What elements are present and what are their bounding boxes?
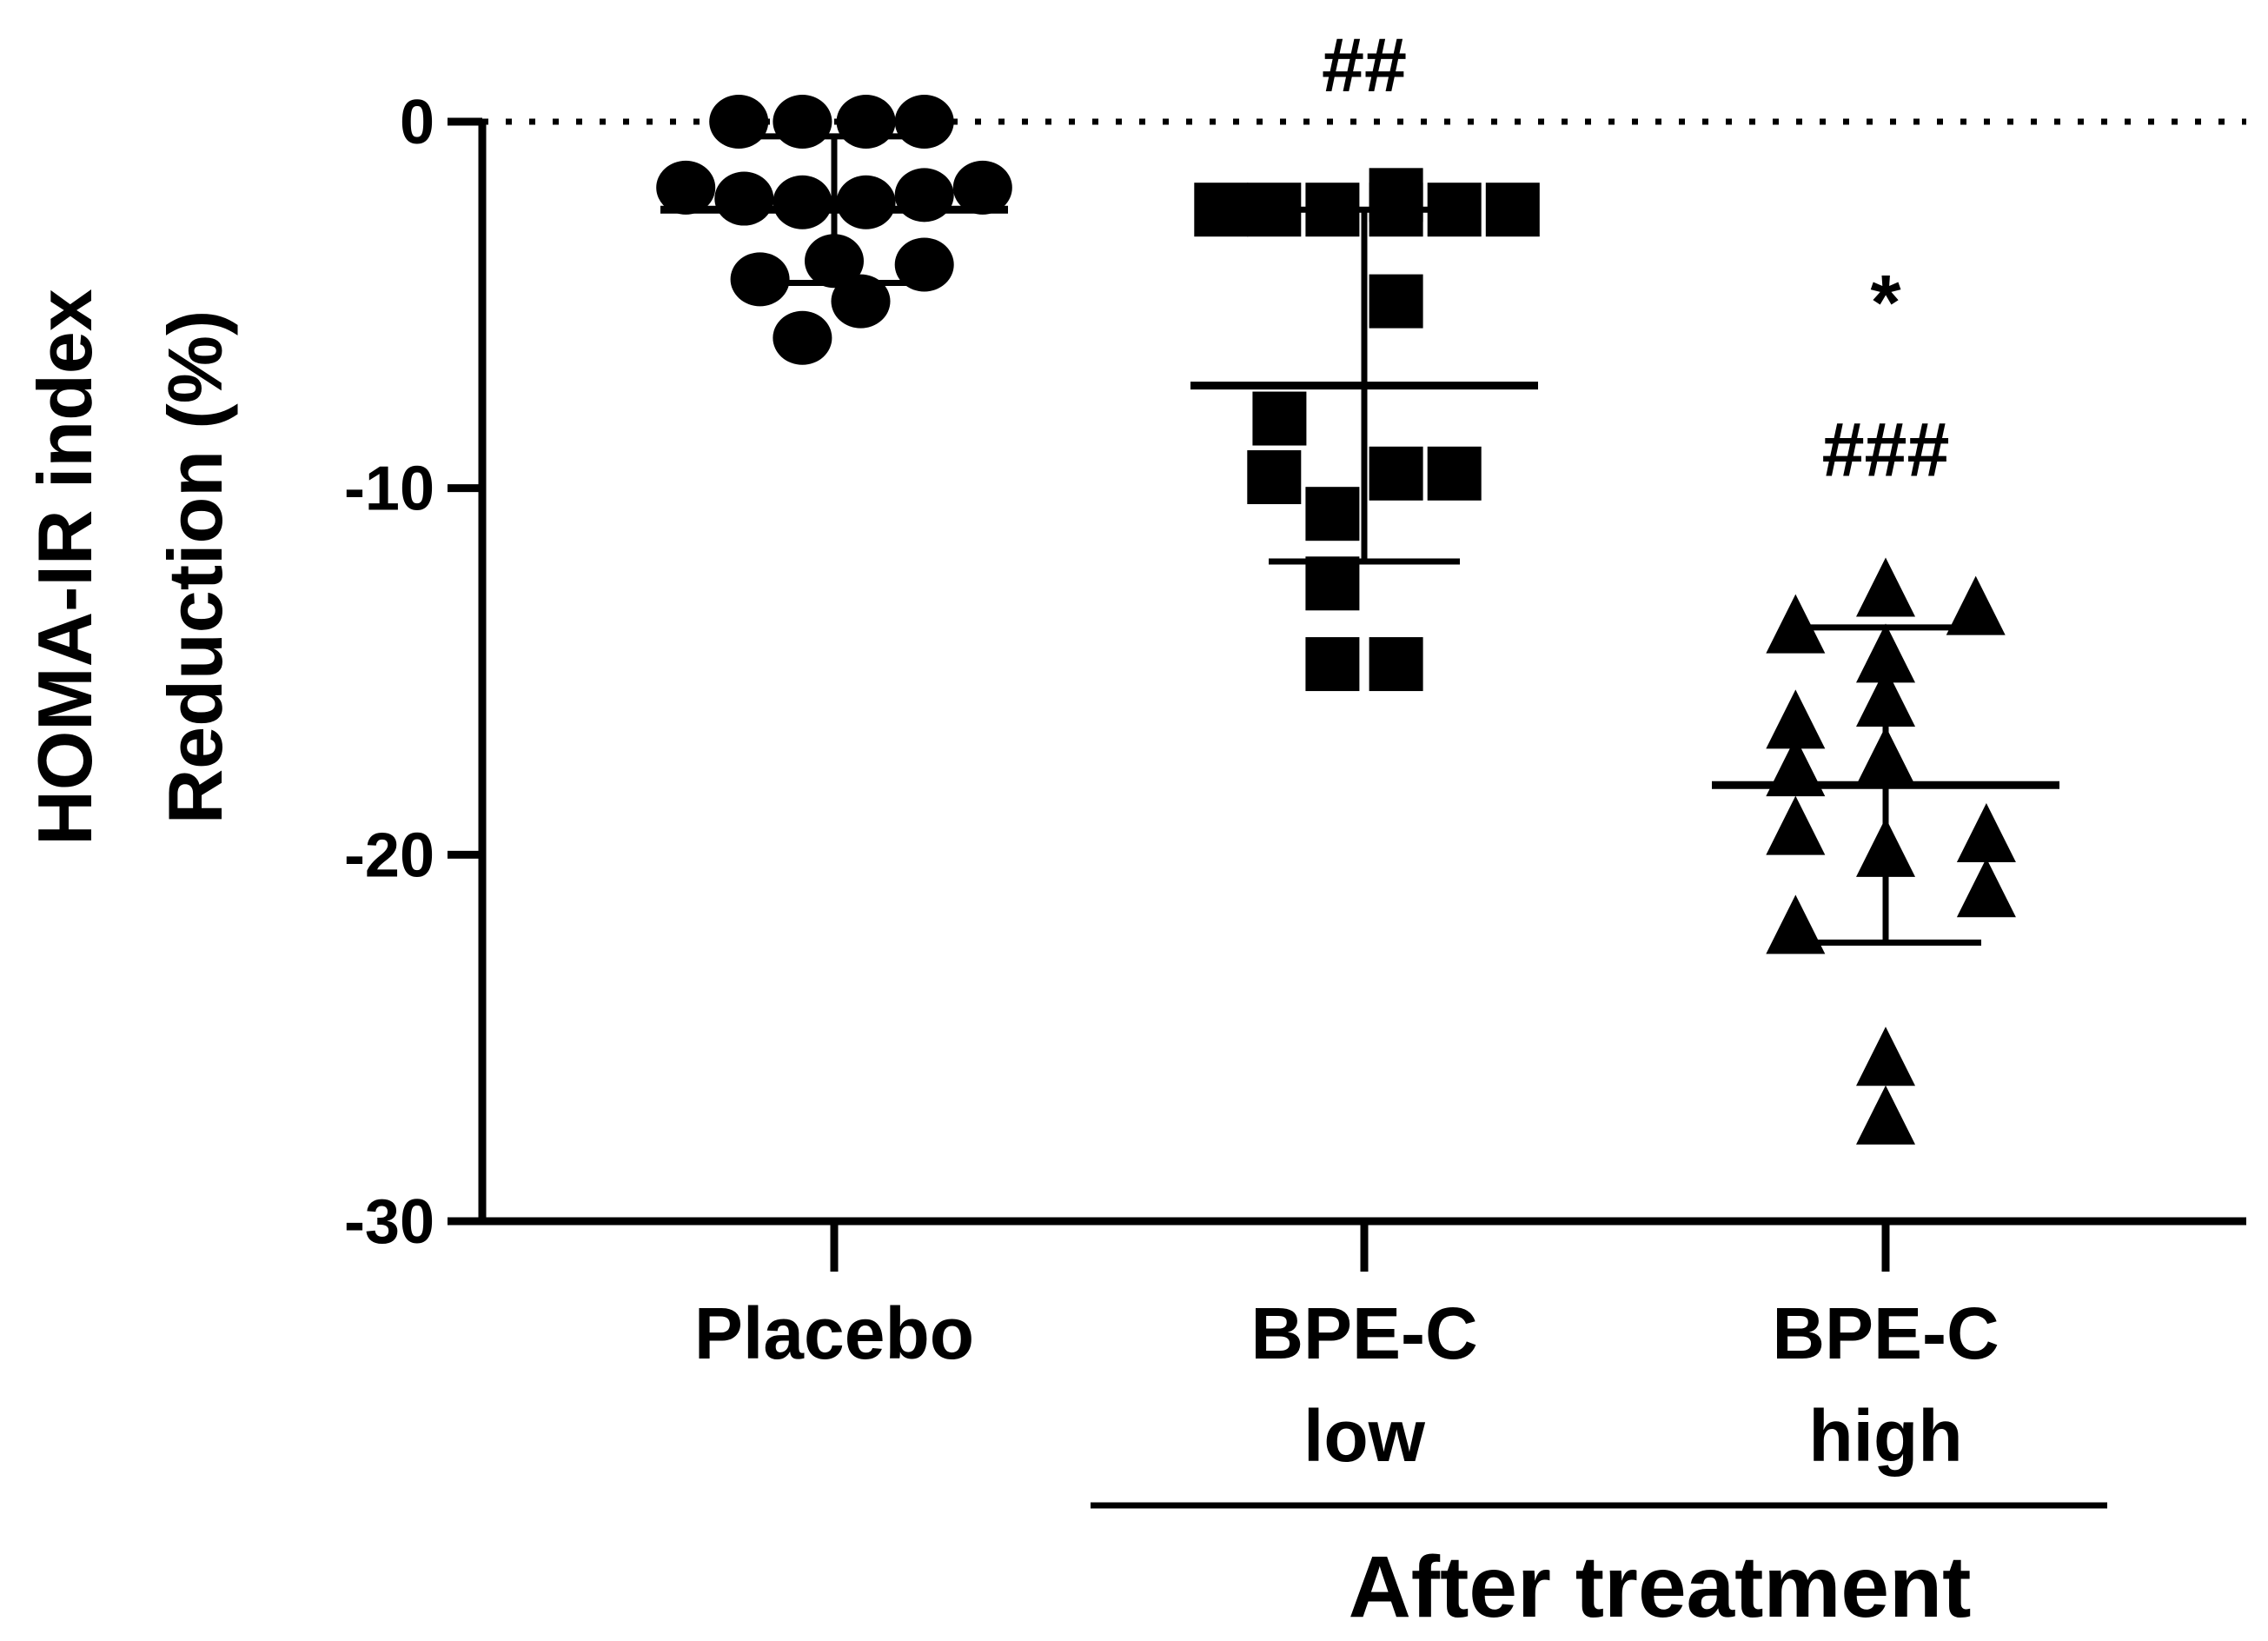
data-point	[894, 237, 954, 292]
significance-label: ###	[1822, 407, 1950, 493]
data-point	[1369, 446, 1423, 501]
significance-label: *	[1870, 260, 1900, 347]
data-point	[1856, 1085, 1915, 1145]
data-point	[1856, 1026, 1915, 1086]
data-point	[1427, 446, 1482, 501]
data-point	[1766, 795, 1826, 855]
data-point	[836, 175, 896, 229]
x-tick-label: BPE-C	[1772, 1292, 1999, 1374]
significance-label: ##	[1322, 22, 1407, 108]
data-point	[730, 252, 790, 307]
y-axis-label: HOMA-IR index	[22, 289, 108, 846]
y-tick-label: -30	[344, 1187, 434, 1257]
data-point	[836, 95, 896, 149]
data-point	[894, 168, 954, 223]
data-point	[1369, 274, 1423, 329]
data-point	[952, 160, 1012, 215]
y-axis-label: Reduction (%)	[152, 310, 238, 825]
data-point	[1194, 183, 1249, 237]
data-point	[1956, 858, 2016, 918]
x-tick-label: Placebo	[694, 1292, 974, 1374]
data-point	[1766, 594, 1826, 654]
data-point	[714, 171, 774, 226]
data-point	[1485, 183, 1540, 237]
data-point	[1305, 637, 1360, 692]
data-point	[831, 274, 891, 329]
y-tick-label: -20	[344, 820, 434, 890]
plot-area: 0 -10 -20 -30 HOMA-IR index Reduction (%) Plac…	[22, 22, 2246, 1636]
data-point	[894, 95, 954, 149]
data-point	[1856, 557, 1915, 617]
data-point	[709, 95, 769, 149]
x-tick-label: high	[1808, 1395, 1962, 1477]
data-point	[1766, 894, 1826, 954]
data-point	[1766, 689, 1826, 749]
data-point	[1247, 450, 1302, 505]
data-point	[1369, 168, 1423, 223]
group-label: After treatment	[1349, 1538, 1972, 1636]
data-point	[1956, 803, 2016, 863]
data-point	[1946, 575, 2006, 635]
data-point	[1252, 391, 1307, 446]
data-point	[773, 175, 832, 229]
data-point	[1305, 556, 1360, 611]
data-point	[773, 95, 832, 149]
data-point	[773, 310, 832, 365]
x-tick-label: low	[1303, 1395, 1426, 1477]
y-tick-label: -10	[344, 455, 434, 524]
x-tick-label: BPE-C	[1250, 1292, 1477, 1374]
data-point	[656, 160, 716, 215]
y-tick-label: 0	[400, 88, 434, 157]
data-point	[1369, 637, 1423, 692]
data-point	[1305, 487, 1360, 541]
